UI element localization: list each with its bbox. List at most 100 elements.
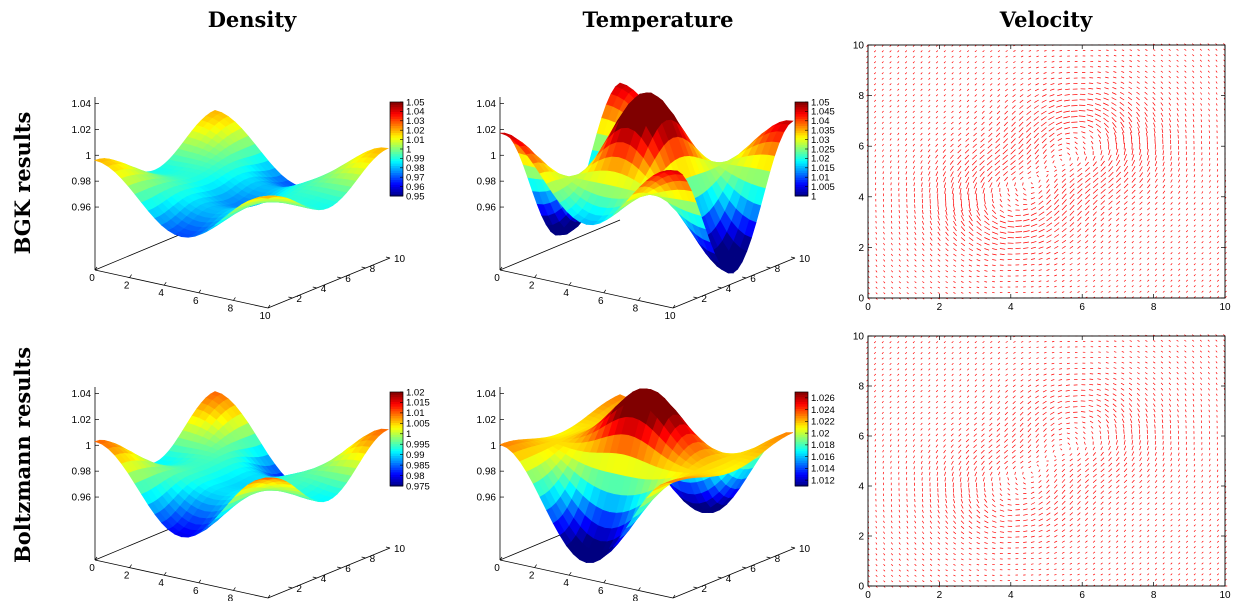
velocity-arrow — [1046, 199, 1052, 205]
colorbar-band — [795, 193, 808, 197]
velocity-arrow — [1170, 207, 1173, 211]
velocity-arrow — [1131, 229, 1135, 233]
velocity-arrow — [897, 165, 900, 169]
x-tick-label: 6 — [598, 586, 604, 597]
velocity-arrow — [976, 220, 982, 226]
velocity-arrow — [920, 83, 923, 86]
velocity-arrow — [1145, 65, 1148, 68]
velocity-arrow — [1028, 50, 1032, 52]
velocity-arrow — [1010, 132, 1016, 138]
velocity-arrow — [1160, 59, 1164, 62]
velocity-arrow — [1147, 257, 1150, 260]
velocity-arrow — [1035, 160, 1039, 165]
velocity-arrow — [1084, 156, 1088, 161]
velocity-arrow — [1054, 165, 1057, 169]
velocity-arrow — [904, 72, 908, 75]
velocity-arrow — [1087, 98, 1094, 101]
velocity-arrow — [1170, 257, 1173, 260]
velocity-arrow — [1139, 178, 1144, 183]
velocity-arrow — [897, 55, 900, 58]
velocity-arrow — [1038, 280, 1042, 282]
velocity-arrow — [1063, 105, 1070, 108]
colorbar-band — [795, 177, 808, 181]
velocity-arrow — [1170, 190, 1173, 194]
velocity-arrow — [1061, 245, 1066, 249]
velocity-arrow — [966, 50, 970, 53]
velocity-arrow — [905, 143, 908, 147]
velocity-arrow — [1095, 123, 1102, 128]
velocity-arrow — [1085, 177, 1091, 183]
velocity-arrow — [1170, 156, 1172, 161]
velocity-arrow — [874, 127, 877, 130]
velocity-arrow — [914, 231, 917, 235]
velocity-arrow — [1137, 70, 1140, 73]
velocity-arrow — [999, 209, 1004, 213]
velocity-arrow — [1069, 245, 1074, 249]
velocity-arrow — [1113, 132, 1117, 139]
colorbar-band — [795, 172, 808, 176]
y-tick-mark — [693, 586, 698, 589]
velocity-arrow — [1100, 172, 1107, 178]
velocity-arrow — [1018, 132, 1024, 139]
velocity-arrow — [874, 132, 877, 136]
velocity-arrow — [937, 242, 941, 246]
velocity-arrow — [1145, 127, 1148, 134]
velocity-arrow — [1003, 138, 1008, 144]
velocity-arrow — [1131, 177, 1136, 183]
velocity-arrow — [906, 237, 909, 241]
x-tick-label: 2 — [529, 281, 535, 292]
velocity-arrow — [1044, 55, 1047, 58]
velocity-arrow — [912, 121, 915, 124]
velocity-arrow — [1069, 257, 1073, 260]
velocity-arrow — [1030, 197, 1036, 200]
velocity-arrow — [1058, 72, 1063, 74]
velocity-arrow — [964, 171, 970, 178]
velocity-arrow — [942, 149, 946, 153]
velocity-arrow — [1119, 107, 1125, 112]
z-tick-label: 0.98 — [72, 467, 92, 478]
velocity-arrow — [1065, 83, 1070, 85]
velocity-arrow — [1061, 251, 1066, 255]
velocity-arrow — [976, 231, 982, 236]
velocity-arrow — [965, 176, 970, 184]
velocity-arrow — [1054, 251, 1059, 255]
velocity-arrow — [1004, 116, 1008, 121]
velocity-arrow — [974, 50, 977, 53]
velocity-arrow — [951, 50, 954, 53]
velocity-arrow — [1092, 240, 1096, 244]
velocity-arrow — [1030, 187, 1035, 189]
velocity-arrow — [1116, 274, 1119, 277]
colorbar-band — [795, 141, 808, 145]
velocity-arrow — [1116, 235, 1119, 238]
velocity-arrow — [935, 110, 939, 113]
velocity-arrow — [984, 215, 990, 221]
velocity-arrow — [1139, 148, 1142, 156]
velocity-arrow — [1046, 257, 1051, 260]
colorbar: 1.021.0151.011.00510.9950.990.9850.980.9… — [389, 387, 430, 492]
velocity-arrow — [1038, 263, 1043, 266]
velocity-arrow — [889, 66, 892, 69]
velocity-arrow — [882, 160, 884, 163]
velocity-arrow — [991, 198, 994, 204]
velocity-arrow — [994, 154, 1001, 160]
velocity-arrow — [1092, 188, 1099, 194]
velocity-arrow — [1023, 235, 1030, 238]
velocity-arrow — [982, 72, 985, 75]
velocity-arrow — [951, 110, 954, 114]
colorbar-tick-label: 0.95 — [406, 191, 425, 202]
velocity-arrow — [897, 171, 900, 175]
velocity-arrow — [922, 248, 925, 251]
velocity-arrow — [1147, 178, 1151, 183]
velocity-arrow — [874, 171, 877, 174]
velocity-arrow — [974, 83, 977, 86]
velocity-arrow — [1131, 171, 1136, 178]
velocity-arrow — [959, 66, 962, 69]
velocity-arrow — [957, 165, 962, 172]
y-tick-mark — [766, 556, 771, 559]
velocity-arrow — [921, 215, 924, 220]
surface-mesh — [94, 109, 390, 238]
velocity-arrow — [1147, 207, 1150, 211]
velocity-arrow — [1023, 252, 1028, 255]
velocity-arrow — [1085, 194, 1091, 200]
velocity-arrow — [1036, 61, 1039, 63]
